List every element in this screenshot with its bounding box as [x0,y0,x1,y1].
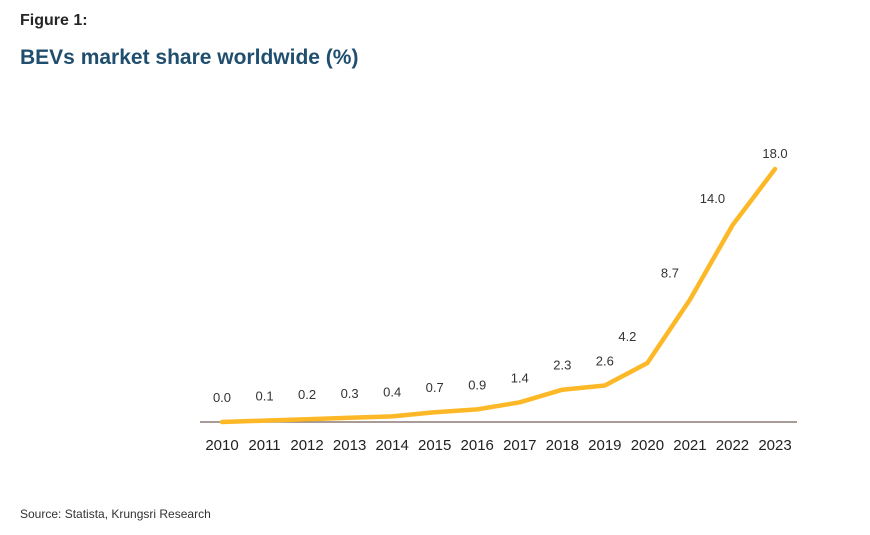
data-label: 4.2 [618,329,636,344]
x-tick-label: 2021 [673,437,706,454]
data-label: 0.4 [383,384,401,399]
x-tick-label: 2023 [758,437,791,454]
data-label: 1.4 [511,370,529,385]
x-tick-label: 2015 [418,437,451,454]
data-label: 0.3 [341,386,359,401]
x-tick-label: 2011 [248,437,280,454]
data-label: 18.0 [762,146,787,161]
x-tick-label: 2019 [588,437,621,454]
x-tick-label: 2022 [716,437,749,454]
x-tick-label: 2012 [290,437,323,454]
series-line [219,166,778,425]
x-tick-label: 2017 [503,437,536,454]
x-tick-label: 2013 [333,437,366,454]
data-label: 14.0 [700,191,725,206]
x-tick-label: 2020 [631,437,664,454]
x-tick-label: 2010 [205,437,238,454]
chart-title: BEVs market share worldwide (%) [20,46,359,69]
data-labels: 0.0 0.1 0.2 0.3 0.4 0.7 0.9 1.4 2.3 2.6 4.2 8.7 14.0… [213,146,788,405]
data-label: 2.6 [596,353,614,368]
source-note: Source: Statista, Krungsri Research [20,507,211,521]
x-tick-label: 2014 [375,437,408,454]
x-axis-ticks: 2010 2011 2012 2013 2014 2015 2016 2017 2018 2019… [205,437,791,454]
data-label: 2.3 [553,358,571,373]
data-label: 0.2 [298,387,316,402]
x-tick-label: 2018 [546,437,579,454]
data-label: 8.7 [661,266,679,281]
data-label: 0.9 [468,377,486,392]
figure-label: Figure 1: [20,12,88,29]
data-label: 0.0 [213,390,231,405]
data-label: 0.7 [426,380,444,395]
x-tick-label: 2016 [461,437,494,454]
data-label: 0.1 [255,389,273,404]
